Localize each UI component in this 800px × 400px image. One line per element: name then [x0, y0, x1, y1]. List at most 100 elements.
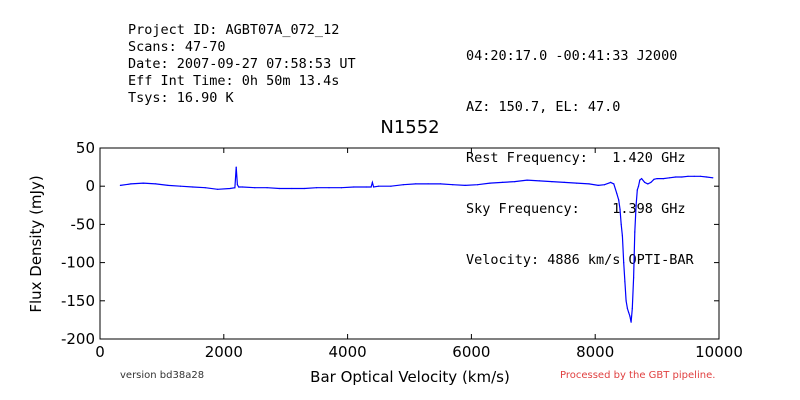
spectrum-series-line-0	[120, 167, 713, 323]
spectrum-point	[588, 183, 590, 185]
spectrum-point	[610, 181, 612, 183]
spectrum-point	[639, 179, 641, 181]
y-tick-label: -100	[61, 254, 95, 272]
spectrum-point	[635, 204, 637, 206]
spectrum-point	[155, 183, 157, 185]
spectrum-point	[647, 183, 649, 185]
spectrum-point	[238, 186, 240, 188]
spectrum-point	[229, 187, 231, 190]
spectrum-point	[641, 178, 643, 180]
coordinates-text: 04:20:17.0 -00:41:33 J2000	[466, 48, 678, 64]
spectrum-point	[662, 178, 664, 180]
spectrum-point	[514, 181, 516, 183]
spectrum-point	[291, 187, 293, 190]
spectrum-point	[618, 199, 620, 201]
spectrum-point	[576, 182, 578, 184]
spectrum-point	[693, 175, 695, 177]
spectrum-point	[192, 186, 194, 188]
spectrum-point	[373, 186, 375, 188]
x-tick-label: 0	[95, 343, 105, 361]
az-el-text: AZ: 150.7, EL: 47.0	[466, 99, 621, 115]
scans-text: Scans: 47-70	[128, 39, 226, 55]
spectrum-point	[644, 181, 646, 183]
tsys-text: Tsys: 16.90 K	[128, 90, 234, 106]
spectrum-point	[634, 231, 636, 233]
x-tick-label: 4000	[329, 343, 367, 361]
x-tick-label: 6000	[452, 343, 490, 361]
spectrum-point	[631, 307, 633, 309]
spectrum-point	[142, 182, 144, 184]
spectrum-point	[439, 183, 442, 185]
pipeline-note: Processed by the GBT pipeline.	[560, 370, 716, 381]
spectrum-point	[236, 184, 238, 186]
spectrum-point	[365, 186, 367, 188]
spectrum-point	[687, 175, 689, 177]
spectrum-point	[353, 186, 355, 188]
spectrum-point	[415, 183, 417, 185]
spectrum-point	[489, 182, 491, 184]
spectrum-point	[619, 208, 621, 210]
spectrum-point	[316, 187, 318, 189]
spectrum-point	[266, 187, 268, 189]
y-tick-label: -50	[71, 215, 96, 233]
spectrum-point	[563, 181, 565, 183]
spectrum-point	[526, 179, 528, 181]
spectrum-point	[626, 307, 629, 309]
y-axis-label: Flux Density (mJy)	[27, 175, 45, 312]
spectrum-point	[653, 178, 655, 180]
spectrum-point	[241, 186, 243, 188]
spectrum-point	[452, 184, 454, 186]
y-axis: 50 0 -50 -100 -150 -200	[61, 139, 719, 348]
int-time-text: Eff Int Time: 0h 50m 13.4s	[128, 73, 340, 89]
spectrum-point	[633, 277, 635, 279]
plot-area	[119, 166, 714, 323]
spectrum-point	[603, 184, 606, 186]
x-axis-label: Bar Optical Velocity (km/s)	[310, 368, 510, 386]
spectrum-point	[477, 184, 479, 186]
x-tick-label: 8000	[576, 343, 614, 361]
rest-frequency-text: Rest Frequency: 1.420 GHz	[466, 150, 686, 166]
sky-frequency-text: Sky Frequency: 1.398 GHz	[466, 201, 686, 217]
spectrum-point	[597, 184, 599, 186]
observation-info-left: Project ID: AGBT07A_072_12 Scans: 47-70 …	[128, 22, 356, 107]
spectrum-point	[278, 187, 281, 190]
spectrum-point	[464, 184, 466, 186]
observation-info-right: 04:20:17.0 -00:41:33 J2000 AZ: 150.7, EL…	[466, 14, 694, 286]
spectrum-point	[303, 187, 305, 190]
spectrum-point	[119, 184, 121, 186]
chart-title: N1552	[380, 117, 439, 138]
x-tick-label: 10000	[695, 343, 743, 361]
spectrum-point	[706, 176, 708, 178]
x-tick-label: 2000	[205, 343, 243, 361]
plot-frame	[99, 147, 720, 340]
spectrum-point	[625, 300, 627, 302]
spectrum-point	[628, 311, 630, 313]
spectrum-point	[624, 281, 626, 283]
y-tick-label: -200	[61, 330, 95, 348]
spectrum-point	[239, 186, 241, 188]
date-text: Date: 2007-09-27 07:58:53 UT	[128, 56, 356, 72]
spectrum-point	[613, 183, 615, 185]
spectrum-point	[656, 178, 658, 180]
spectrum-point	[427, 183, 429, 185]
spectrum-point	[650, 181, 652, 183]
spectrum-point	[204, 187, 206, 189]
spectrum-point	[371, 181, 373, 183]
spectrum-point	[630, 321, 632, 323]
spectrum-point	[621, 235, 624, 237]
spectrum-point	[681, 176, 683, 178]
spectrum-point	[390, 185, 392, 187]
spectrum-point	[370, 186, 372, 188]
spectrum-point	[620, 223, 622, 225]
spectrum-point	[675, 176, 677, 178]
x-axis: 0 2000 4000 6000 8000 10000	[95, 148, 743, 361]
spectrum-point	[217, 188, 219, 190]
spectrum-point	[668, 177, 671, 179]
spectrum-point	[699, 175, 702, 177]
spectrum-point	[167, 184, 169, 186]
spectrum-point	[551, 181, 553, 183]
spectrum-point	[623, 262, 625, 264]
spectrum-point	[235, 166, 237, 168]
y-tick-label: 0	[85, 177, 95, 195]
